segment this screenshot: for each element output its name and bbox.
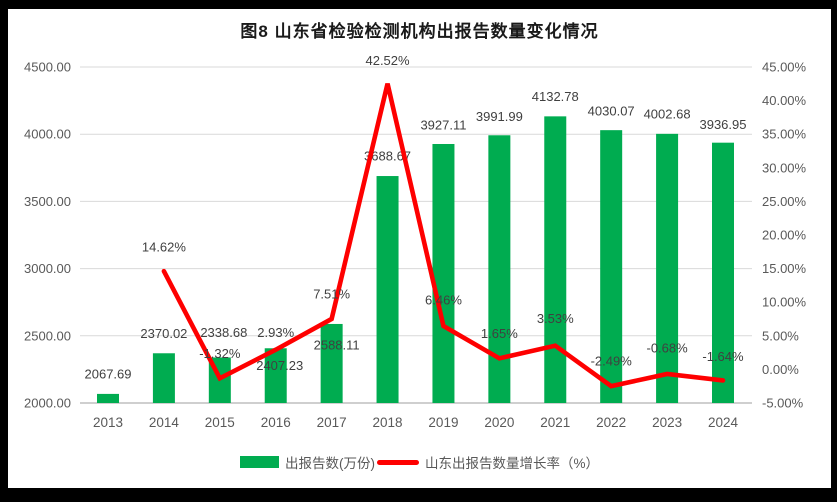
svg-text:2015: 2015 [205,415,235,430]
legend-item-line-series: 山东出报告数量增长率（%） [375,452,599,472]
svg-text:2370.02: 2370.02 [140,326,187,341]
chart-title: 图8 山东省检验检测机构出报告数量变化情况 [240,22,599,41]
svg-text:3.53%: 3.53% [537,311,574,326]
svg-text:2017: 2017 [317,415,347,430]
svg-text:2016: 2016 [261,415,291,430]
bar-2022 [600,130,623,403]
svg-text:3000.00: 3000.00 [24,261,71,276]
svg-text:4500.00: 4500.00 [24,60,71,75]
bar-2014 [152,353,175,403]
legend-label-line-series: 山东出报告数量增长率（%） [424,456,599,471]
svg-text:45.00%: 45.00% [762,60,807,75]
svg-text:7.51%: 7.51% [313,286,350,301]
svg-text:14.62%: 14.62% [142,240,187,255]
right-axis-labels: 45.00% 40.00% 35.00% 30.00% 25.00% 20.00% 15.0… [762,60,807,411]
svg-text:15.00%: 15.00% [762,261,807,276]
svg-text:2021: 2021 [540,415,570,430]
bar-2019 [432,143,455,404]
svg-text:2020: 2020 [484,415,514,430]
svg-text:4030.07: 4030.07 [588,104,635,119]
svg-text:40.00%: 40.00% [762,93,807,108]
line-series-swatch-icon [376,459,419,465]
svg-text:4000.00: 4000.00 [24,127,71,142]
bar-2013 [97,393,119,403]
bar-2017 [320,323,343,403]
svg-text:5.00%: 5.00% [762,328,799,343]
bar-2016 [264,348,287,403]
line-value-labels: 14.62% -1.32% 2.93% 7.51% 42.52% 6.46% 1.65% 3.… [142,53,744,368]
svg-text:2018: 2018 [373,415,403,430]
svg-text:3927.11: 3927.11 [420,117,466,132]
line-series [161,83,726,389]
svg-text:2023: 2023 [652,415,682,430]
legend-label-bar-series: 出报告数(万份) [284,456,375,471]
svg-text:3991.99: 3991.99 [476,109,523,124]
svg-text:2019: 2019 [428,415,458,430]
svg-text:10.00%: 10.00% [762,295,807,310]
svg-text:2000.00: 2000.00 [24,396,71,411]
svg-text:25.00%: 25.00% [762,194,807,209]
svg-text:4002.68: 4002.68 [644,106,691,121]
svg-text:2407.23: 2407.23 [256,358,303,373]
svg-text:35.00%: 35.00% [762,127,807,142]
bar-2021 [544,116,567,403]
svg-text:-5.00%: -5.00% [762,396,804,411]
svg-text:2022: 2022 [596,415,626,430]
chart-legend: 出报告数(万份) 山东出报告数量增长率（%） [8,452,831,472]
svg-text:0.00%: 0.00% [762,362,799,377]
svg-text:3936.95: 3936.95 [699,117,746,132]
svg-text:20.00%: 20.00% [762,228,807,243]
svg-text:3688.67: 3688.67 [364,149,411,164]
svg-text:2067.69: 2067.69 [85,366,132,381]
svg-text:-1.64%: -1.64% [702,349,744,364]
chart-canvas: 4500.00 4000.00 3500.00 3000.00 2500.00 2000.… [24,53,807,430]
bar-value-labels: 2067.69 2370.02 2338.68 2407.23 2588.11 3688.… [85,89,747,382]
chart-area: 图8 山东省检验检测机构出报告数量变化情况 4500.00 4000.00 3500… [8,9,831,488]
svg-text:-2.49%: -2.49% [591,354,633,369]
bar-2024 [711,142,734,403]
svg-text:2338.68: 2338.68 [200,325,247,340]
svg-text:1.65%: 1.65% [481,326,518,341]
legend-item-bar-series: 出报告数(万份) [239,452,375,472]
x-axis-labels: 2013 2014 2015 2016 2017 2018 2019 2020 2021 2022… [93,415,739,430]
svg-text:2014: 2014 [149,415,180,430]
svg-text:30.00%: 30.00% [762,160,807,175]
svg-text:-0.68%: -0.68% [646,340,688,355]
svg-text:2013: 2013 [93,415,123,430]
svg-text:2588.11: 2588.11 [314,337,360,352]
bar-2018 [376,176,399,403]
left-axis-labels: 4500.00 4000.00 3500.00 3000.00 2500.00 2000.… [24,60,71,411]
svg-text:3500.00: 3500.00 [24,194,71,209]
svg-text:4132.78: 4132.78 [532,89,579,104]
bar-series [97,116,734,404]
svg-text:2500.00: 2500.00 [24,328,71,343]
svg-text:-1.32%: -1.32% [199,346,241,361]
bar-2023 [656,133,679,403]
bar-2020 [488,135,511,403]
svg-text:2024: 2024 [708,415,739,430]
svg-text:42.52%: 42.52% [365,53,410,68]
svg-text:2.93%: 2.93% [257,325,294,340]
bar-series-swatch-icon [239,456,279,468]
svg-text:6.46%: 6.46% [425,292,462,307]
